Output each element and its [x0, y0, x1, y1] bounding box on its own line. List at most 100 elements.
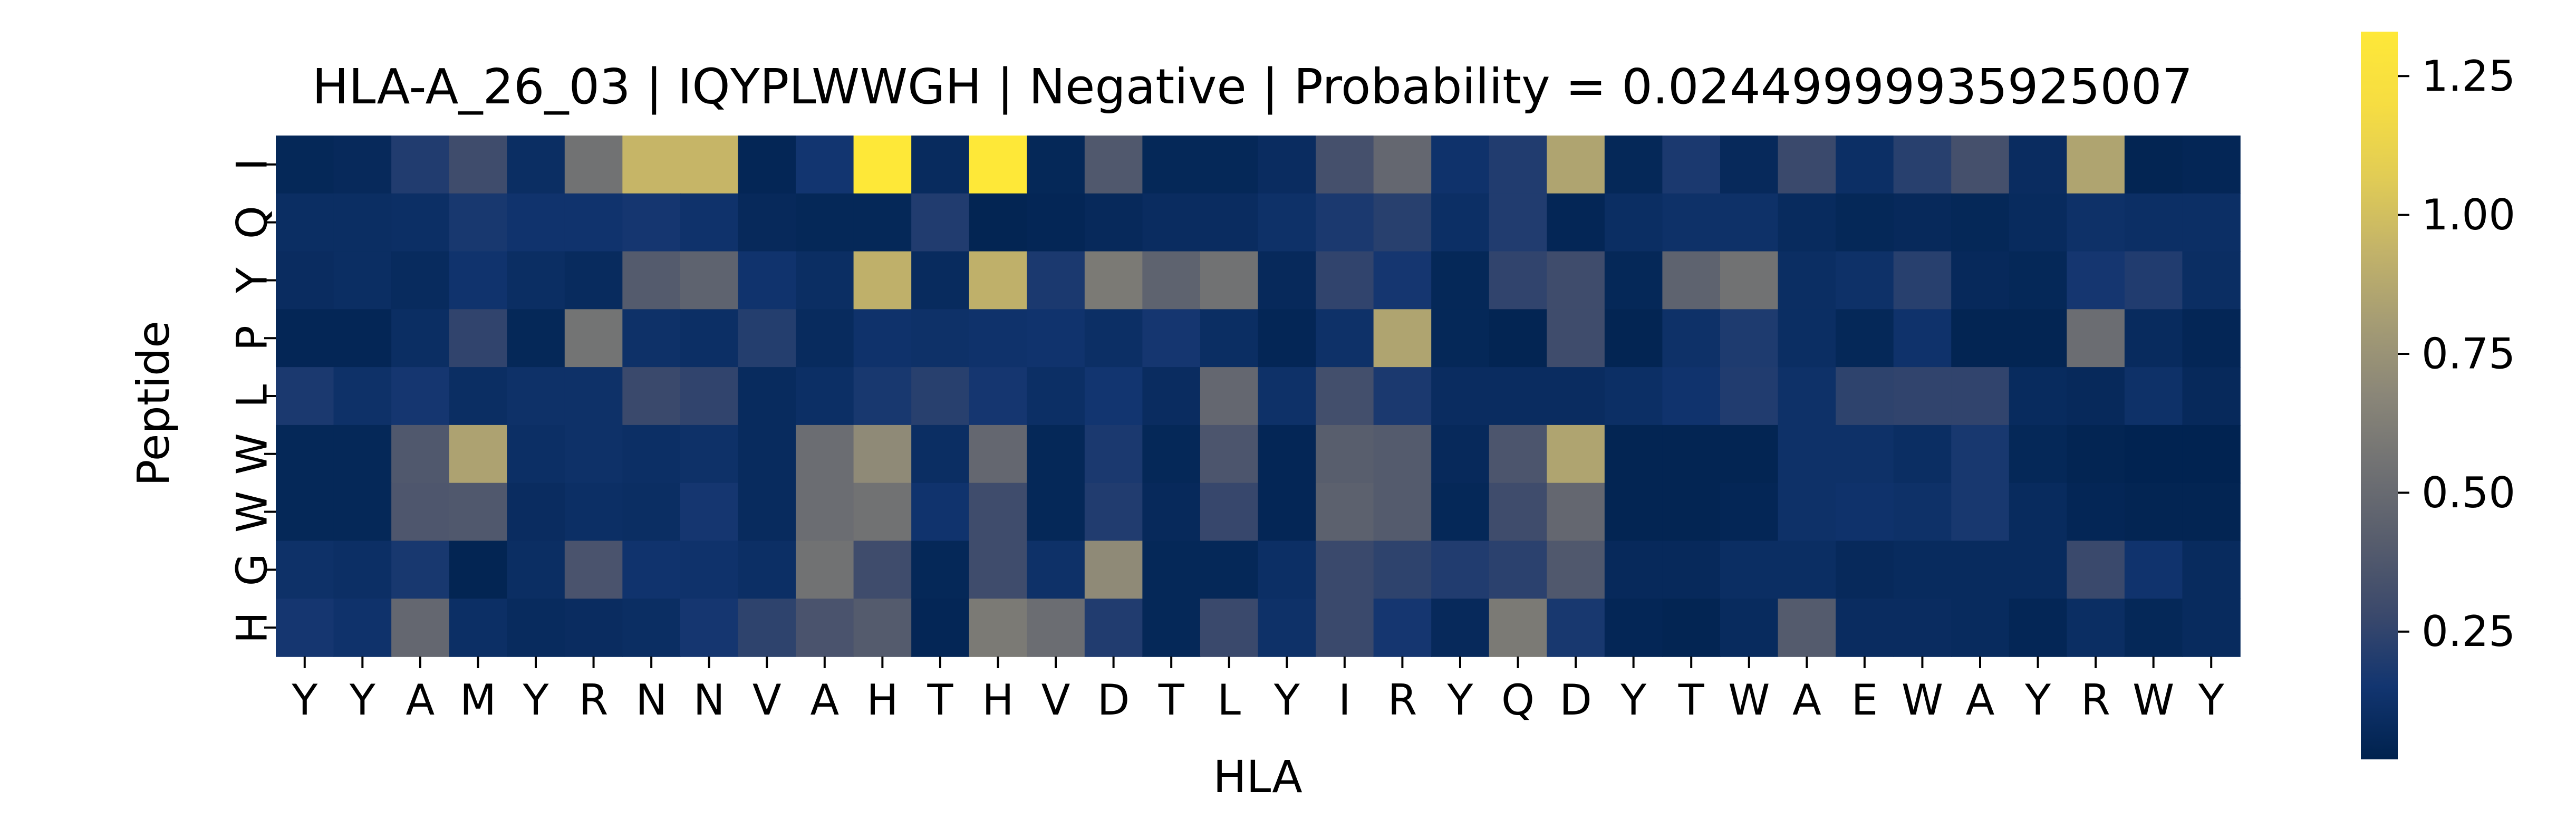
heatmap-cell	[796, 251, 854, 310]
heatmap-cell	[1893, 309, 1952, 368]
heatmap-cell	[1547, 251, 1605, 310]
heatmap-cell	[1836, 193, 1894, 252]
x-tick-label: L	[1217, 676, 1241, 725]
heatmap-cell	[1778, 541, 1836, 600]
heatmap-cell	[507, 599, 565, 657]
heatmap-cell	[1836, 251, 1894, 310]
heatmap-cell	[1373, 309, 1432, 368]
x-tick-label: Y	[291, 676, 318, 725]
heatmap-cell	[391, 541, 450, 600]
x-tick-label: W	[1728, 676, 1770, 725]
x-tick-label: Y	[523, 676, 549, 725]
heatmap-cell	[1604, 251, 1663, 310]
y-tick-label: W	[228, 491, 277, 533]
heatmap-cell	[1547, 309, 1605, 368]
heatmap-cell	[1431, 136, 1490, 194]
heatmap-cell	[333, 599, 392, 657]
heatmap-cell	[449, 425, 508, 484]
heatmap-cell	[333, 193, 392, 252]
heatmap-cell	[449, 251, 508, 310]
heatmap-cell	[2067, 251, 2125, 310]
heatmap-cell	[2124, 251, 2183, 310]
colorbar-tick-label: 0.50	[2421, 468, 2515, 517]
heatmap-cell	[1142, 541, 1201, 600]
heatmap-cell	[853, 599, 912, 657]
heatmap-cell	[796, 541, 854, 600]
heatmap-cell	[1373, 483, 1432, 542]
heatmap-cell	[333, 367, 392, 426]
heatmap-cell	[1547, 425, 1605, 484]
heatmap-cell	[969, 136, 1028, 194]
heatmap-cell	[2067, 309, 2125, 368]
heatmap-cell	[1836, 483, 1894, 542]
x-tick-label: Y	[2024, 676, 2051, 725]
x-tick-label: Y	[1447, 676, 1474, 725]
heatmap-cell	[1431, 367, 1490, 426]
heatmap-cell	[1893, 367, 1952, 426]
heatmap-cell	[969, 193, 1028, 252]
heatmap-cell	[2182, 425, 2241, 484]
colorbar-tick-label: 0.25	[2421, 607, 2515, 656]
heatmap-cell	[564, 367, 623, 426]
heatmap-cell	[333, 251, 392, 310]
heatmap-cell	[1316, 541, 1374, 600]
heatmap-cell	[796, 425, 854, 484]
heatmap-cell	[680, 425, 739, 484]
heatmap-cell	[507, 309, 565, 368]
heatmap-cell	[276, 309, 334, 368]
heatmap-cell	[1142, 599, 1201, 657]
heatmap-cell	[1084, 136, 1143, 194]
y-axis-label: Peptide	[128, 321, 179, 486]
heatmap-cell	[333, 309, 392, 368]
heatmap-cell	[1489, 483, 1548, 542]
heatmap-cell	[276, 136, 334, 194]
heatmap-cell	[2009, 541, 2068, 600]
x-tick-label: A	[1966, 676, 1995, 725]
heatmap-cell	[1142, 367, 1201, 426]
heatmap-cell	[1489, 599, 1548, 657]
x-tick-label: R	[1388, 676, 1417, 725]
heatmap-cell	[2124, 136, 2183, 194]
heatmap-cell	[1778, 367, 1836, 426]
x-tick-label: T	[1158, 676, 1185, 725]
x-tick-label: Y	[1620, 676, 1647, 725]
heatmap-cell	[333, 425, 392, 484]
heatmap-cell	[1084, 483, 1143, 542]
heatmap-cells	[276, 136, 2241, 657]
heatmap-cell	[622, 599, 681, 657]
heatmap-cell	[680, 367, 739, 426]
heatmap-cell	[969, 251, 1028, 310]
heatmap-cell	[1893, 483, 1952, 542]
heatmap-cell	[2067, 425, 2125, 484]
heatmap-cell	[1893, 425, 1952, 484]
heatmap-cell	[853, 251, 912, 310]
colorbar-ticks: 0.25 0.50 0.75 1.00 1.25	[2398, 52, 2515, 656]
heatmap-cell	[1027, 483, 1085, 542]
heatmap-cell	[738, 425, 796, 484]
heatmap-cell	[276, 367, 334, 426]
heatmap-cell	[1431, 541, 1490, 600]
heatmap-cell	[2182, 599, 2241, 657]
heatmap-cell	[564, 136, 623, 194]
heatmap-cell	[1431, 309, 1490, 368]
heatmap-cell	[1027, 251, 1085, 310]
heatmap-cell	[796, 309, 854, 368]
x-tick-label: V	[1041, 676, 1070, 725]
heatmap-cell	[1084, 367, 1143, 426]
heatmap-cell	[1316, 367, 1374, 426]
heatmap-cell	[1084, 193, 1143, 252]
heatmap-cell	[1778, 193, 1836, 252]
heatmap-cell	[1142, 193, 1201, 252]
heatmap-cell	[1431, 193, 1490, 252]
heatmap-cell	[622, 541, 681, 600]
heatmap-cell	[2182, 541, 2241, 600]
heatmap-cell	[1604, 425, 1663, 484]
x-tick-label: A	[1792, 676, 1821, 725]
heatmap-cell	[1662, 599, 1721, 657]
heatmap-cell	[1027, 367, 1085, 426]
heatmap-cell	[2124, 193, 2183, 252]
heatmap-cell	[1258, 599, 1316, 657]
heatmap-cell	[796, 483, 854, 542]
y-tick-label: W	[228, 433, 277, 475]
